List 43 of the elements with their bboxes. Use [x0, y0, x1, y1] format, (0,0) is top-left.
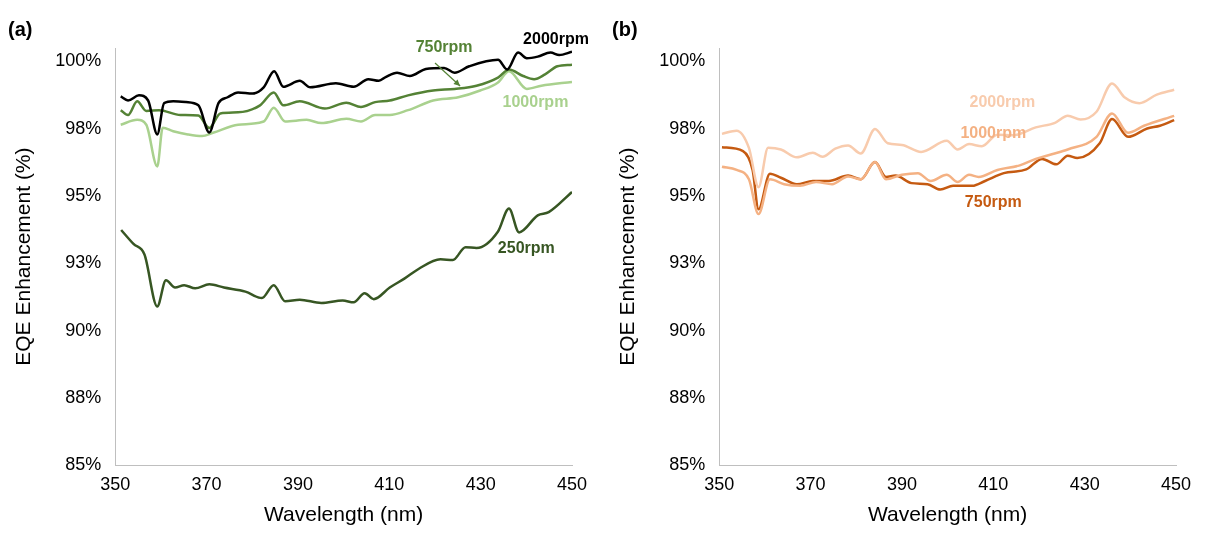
- x-axis-title: Wavelength (nm): [868, 502, 1028, 526]
- series-label: 2000rpm: [523, 30, 589, 48]
- y-tick-label: 90%: [669, 319, 706, 340]
- y-tick-label: 88%: [669, 386, 706, 407]
- y-tick-label: 85%: [65, 454, 102, 475]
- y-tick-label: 88%: [65, 386, 102, 407]
- line-series: [119, 190, 572, 308]
- x-tick-label: 350: [704, 473, 735, 494]
- series-label: 250rpm: [497, 238, 555, 256]
- y-tick-label: 93%: [65, 252, 102, 273]
- x-tick-label: 410: [978, 473, 1009, 494]
- y-tick-label: 90%: [65, 319, 102, 340]
- x-axis-title: Wavelength (nm): [264, 502, 424, 526]
- x-tick-label: 450: [1160, 473, 1192, 494]
- series-label: 1000rpm: [960, 123, 1027, 141]
- y-axis-title: EQE Enhancement (%): [615, 147, 639, 366]
- x-tick-label: 370: [795, 473, 826, 494]
- line-series: [720, 82, 1176, 189]
- y-tick-label: 85%: [669, 454, 706, 475]
- chart-title: (a): [8, 17, 33, 40]
- series-label: 2000rpm: [969, 92, 1036, 110]
- x-tick-label: 350: [100, 473, 131, 494]
- x-tick-label: 390: [282, 473, 313, 494]
- line-series: [119, 63, 572, 130]
- series-label: 750rpm: [964, 192, 1022, 210]
- y-tick-label: 98%: [65, 117, 102, 138]
- line-series: [119, 69, 572, 168]
- y-tick-label: 98%: [669, 117, 706, 138]
- y-axis-title: EQE Enhancement (%): [11, 147, 35, 366]
- y-tick-label: 100%: [659, 50, 706, 71]
- y-tick-label: 100%: [55, 50, 102, 71]
- y-tick-label: 95%: [65, 185, 102, 206]
- x-tick-label: 450: [556, 473, 588, 494]
- series-label: 750rpm: [415, 38, 473, 56]
- series-label: 1000rpm: [502, 92, 569, 110]
- x-tick-label: 390: [886, 473, 917, 494]
- y-tick-label: 93%: [669, 252, 706, 273]
- x-tick-label: 410: [374, 473, 405, 494]
- x-tick-label: 430: [1069, 473, 1100, 494]
- x-tick-label: 430: [465, 473, 496, 494]
- x-tick-label: 370: [191, 473, 222, 494]
- y-tick-label: 95%: [669, 185, 706, 206]
- chart-title: (b): [612, 17, 638, 40]
